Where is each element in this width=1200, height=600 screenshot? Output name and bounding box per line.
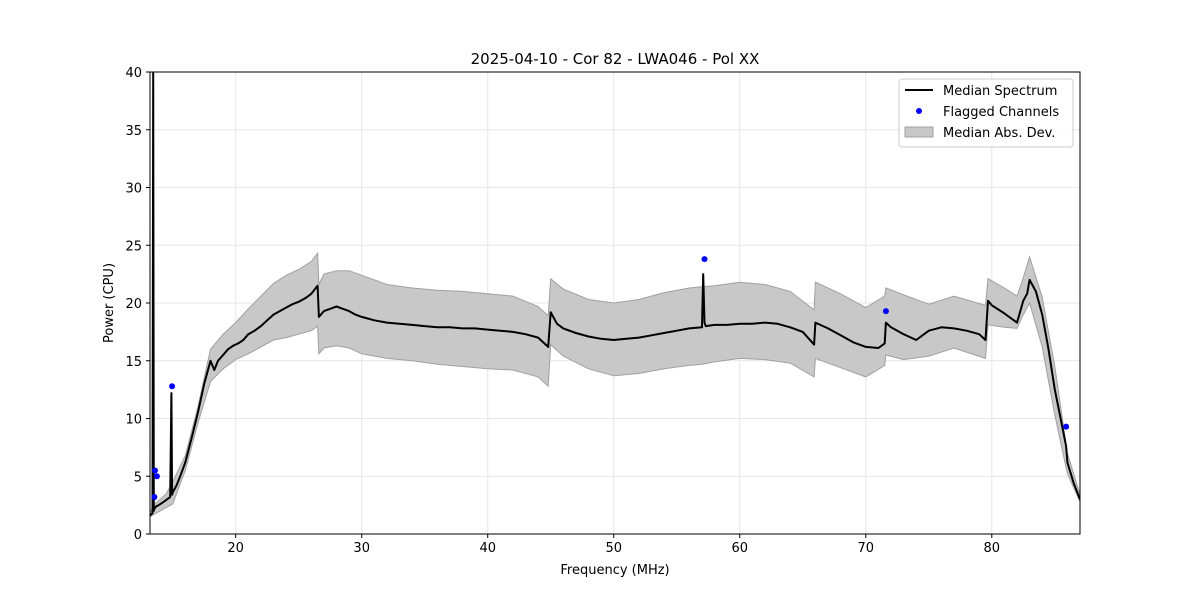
y-tick-label: 10 bbox=[125, 413, 142, 428]
flagged-channel-point bbox=[151, 494, 158, 500]
legend-mad-label: Median Abs. Dev. bbox=[943, 126, 1055, 141]
flagged-channel-point bbox=[701, 256, 708, 263]
plot-area bbox=[150, 72, 1080, 518]
y-tick-label: 35 bbox=[125, 124, 142, 139]
y-tick-label: 25 bbox=[125, 239, 142, 254]
x-tick-label: 20 bbox=[227, 541, 244, 556]
y-tick-label: 30 bbox=[125, 182, 142, 197]
median-spectrum-line bbox=[150, 72, 1080, 517]
x-tick-label: 80 bbox=[984, 541, 1001, 556]
x-axis: 20 30 40 50 60 70 80 bbox=[227, 534, 1000, 556]
x-tick-label: 70 bbox=[857, 541, 874, 556]
x-tick-label: 40 bbox=[479, 541, 496, 556]
y-tick-label: 20 bbox=[125, 297, 142, 312]
flagged-channel-point bbox=[882, 308, 889, 315]
legend-mad-swatch bbox=[904, 126, 934, 138]
flagged-channel-point bbox=[1063, 423, 1070, 430]
y-axis-label: Power (CPU) bbox=[102, 263, 117, 343]
y-tick-label: 15 bbox=[125, 355, 142, 370]
y-tick-label: 5 bbox=[134, 470, 142, 485]
x-tick-label: 30 bbox=[353, 541, 370, 556]
legend-flagged-marker bbox=[916, 108, 922, 114]
flagged-channel-point bbox=[152, 467, 158, 474]
x-axis-label: Frequency (MHz) bbox=[560, 563, 669, 578]
flagged-channel-point bbox=[169, 383, 176, 390]
y-axis: 0 5 10 15 20 25 30 35 40 bbox=[125, 66, 150, 543]
mad-band bbox=[150, 251, 1080, 518]
legend-box bbox=[898, 78, 1074, 148]
legend-median-label: Median Spectrum bbox=[943, 84, 1057, 99]
x-tick-label: 60 bbox=[731, 541, 748, 556]
flagged-channel-point bbox=[153, 473, 160, 480]
x-tick-label: 50 bbox=[605, 541, 622, 556]
legend-flagged-label: Flagged Channels bbox=[943, 105, 1059, 120]
y-tick-label: 0 bbox=[134, 528, 142, 543]
y-tick-label: 40 bbox=[125, 66, 142, 81]
chart-title: 2025-04-10 - Cor 82 - LWA046 - Pol XX bbox=[471, 50, 760, 68]
legend: Median Spectrum Flagged Channels Median … bbox=[898, 78, 1074, 148]
